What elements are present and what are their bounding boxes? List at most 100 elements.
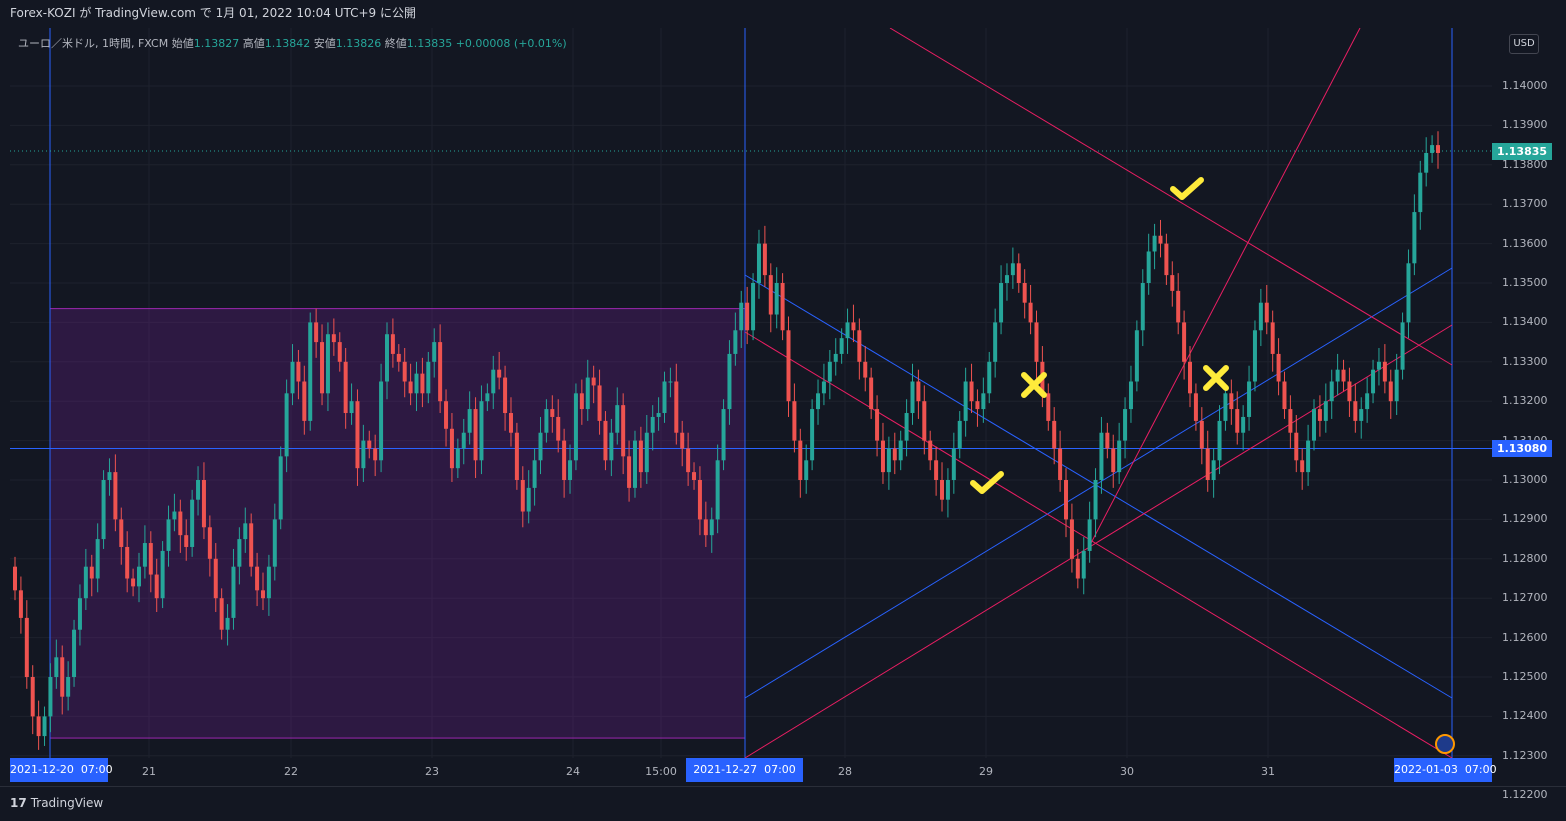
candle-body	[910, 381, 915, 414]
candle-body	[863, 361, 868, 378]
legend-high: 1.13842	[264, 37, 311, 50]
candle-body	[615, 405, 620, 433]
candle-body	[1123, 409, 1128, 441]
candle-body	[213, 558, 218, 599]
candle-body	[816, 393, 821, 410]
candle-body	[621, 405, 626, 457]
candle-body	[1329, 381, 1334, 402]
candle-body	[83, 566, 88, 599]
price-tick-label: 1.13800	[1502, 157, 1548, 171]
candle-body	[1052, 420, 1057, 449]
candle-body	[1193, 393, 1198, 421]
price-tick-label: 1.12400	[1502, 709, 1548, 723]
candle-body	[940, 480, 945, 500]
candle-body	[898, 440, 903, 461]
candle-body	[77, 598, 82, 630]
candle-body	[1140, 283, 1145, 331]
candle-body	[337, 342, 342, 362]
candle-body	[420, 373, 425, 394]
candle-body	[30, 677, 35, 717]
candle-body	[503, 377, 508, 414]
candle-body	[1069, 519, 1074, 559]
candle-body	[1075, 558, 1080, 579]
candle-body	[1058, 448, 1063, 480]
candle-body	[1099, 432, 1104, 480]
candle-body	[520, 480, 525, 512]
time-badge-end: 2022-01-03 07:00	[1394, 758, 1497, 782]
candle-body	[562, 440, 567, 480]
currency-button[interactable]: USD	[1509, 34, 1539, 54]
candle-body	[190, 499, 195, 547]
candle-body	[390, 334, 395, 354]
candle-body	[703, 519, 708, 536]
candle-body	[18, 590, 23, 618]
candle-body	[1247, 381, 1252, 417]
price-tick-label: 1.14000	[1502, 79, 1548, 92]
candle-body	[72, 629, 77, 677]
candle-body	[638, 440, 643, 473]
time-tick-label: 15:00	[645, 765, 677, 778]
candle-body	[1235, 409, 1240, 433]
candle-body	[1406, 263, 1411, 323]
candle-body	[473, 409, 478, 461]
candle-body	[1264, 302, 1269, 323]
candle-body	[1353, 401, 1358, 421]
candle-body	[36, 716, 41, 737]
candle-body	[249, 523, 254, 567]
candle-body	[1134, 330, 1139, 382]
candle-body	[107, 472, 112, 480]
price-tick-label: 1.12800	[1502, 551, 1548, 565]
candle-body	[196, 480, 201, 500]
candle-body	[585, 377, 590, 410]
candle-body	[361, 440, 366, 469]
candle-body	[1294, 432, 1299, 461]
candle-body	[255, 566, 260, 591]
candle-body	[125, 546, 130, 579]
candle-body	[1400, 322, 1405, 370]
candle-body	[402, 361, 407, 382]
candle-body	[1341, 369, 1346, 382]
candle-body	[886, 448, 891, 473]
candle-body	[721, 409, 726, 461]
candle-body	[231, 566, 236, 618]
candle-body	[1335, 369, 1340, 382]
candle-body	[928, 440, 933, 461]
candle-body	[485, 393, 490, 402]
candle-body	[1211, 460, 1216, 480]
candle-body	[1034, 322, 1039, 362]
candle-body	[780, 283, 785, 331]
publish-header: Forex-KOZI が TradingView.com で 1月 01, 20…	[0, 0, 1566, 26]
last-price-tag: 1.13835	[1492, 143, 1552, 160]
candle-body	[1128, 381, 1133, 410]
candle-body	[444, 401, 449, 429]
candle-body	[857, 330, 862, 362]
candle-body	[491, 369, 496, 394]
candle-body	[1258, 302, 1263, 331]
candle-body	[650, 416, 655, 433]
price-tick-label: 1.13200	[1502, 394, 1548, 408]
candle-body	[1288, 409, 1293, 433]
trend-line	[1089, 27, 1361, 546]
candle-body	[603, 420, 608, 461]
candle-body	[119, 519, 124, 547]
candle-body	[89, 566, 94, 579]
candle-body	[1436, 145, 1440, 153]
candle-body	[1306, 440, 1311, 473]
candle-body	[833, 353, 838, 362]
footer-brand[interactable]: 17 TradingView	[10, 796, 103, 810]
price-tick-label: 1.12600	[1502, 630, 1548, 644]
candle-body	[479, 401, 484, 461]
candle-body	[1359, 409, 1364, 421]
candle-body	[550, 409, 555, 417]
chart-area[interactable]	[10, 27, 1492, 759]
candle-body	[1229, 393, 1234, 410]
event-icon	[1435, 734, 1455, 754]
candle-body	[13, 566, 17, 591]
candle-body	[1394, 369, 1399, 402]
candle-body	[568, 460, 573, 480]
price-chart[interactable]	[10, 27, 1492, 759]
price-tick-label: 1.12200	[1502, 788, 1548, 802]
candle-body	[556, 416, 561, 441]
candle-body	[845, 322, 850, 339]
candle-body	[1347, 381, 1352, 402]
